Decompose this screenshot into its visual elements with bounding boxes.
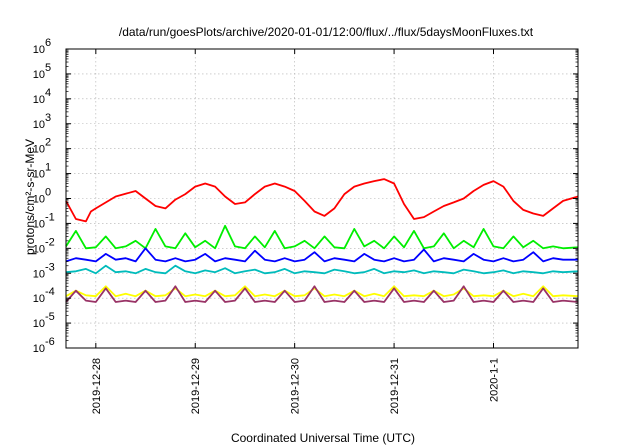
y-tick-exponent: 5 xyxy=(45,62,51,74)
y-tick-label: 10 xyxy=(33,318,45,330)
x-tick-label: 2020-1-1 xyxy=(488,358,500,402)
y-tick-exponent: 4 xyxy=(45,87,51,99)
axis-ticks: 10-610-510-410-310-210-11001011021031041… xyxy=(33,37,578,414)
y-tick-exponent: -1 xyxy=(45,211,55,223)
grid-lines xyxy=(66,49,578,348)
y-tick-label: 10 xyxy=(33,44,45,56)
series-line-3 xyxy=(65,247,578,263)
y-tick-exponent: -5 xyxy=(45,311,55,323)
chart-title: /data/run/goesPlots/archive/2020-01-01/1… xyxy=(119,25,534,39)
x-tick-label: 2019-12-29 xyxy=(190,358,202,414)
y-axis-label: protons/cm²-s-sr-MeV xyxy=(23,139,37,255)
x-axis-label: Coordinated Universal Time (UTC) xyxy=(231,431,415,445)
series-line-0 xyxy=(65,178,579,223)
y-tick-exponent: 6 xyxy=(45,37,51,49)
y-tick-label: 10 xyxy=(33,343,45,355)
y-tick-label: 10 xyxy=(33,218,45,230)
series-line-2 xyxy=(65,264,579,275)
y-tick-label: 10 xyxy=(33,169,45,181)
y-tick-label: 10 xyxy=(33,144,45,156)
y-tick-exponent: -6 xyxy=(45,336,55,348)
y-tick-label: 10 xyxy=(33,69,45,81)
series-layer xyxy=(65,178,579,303)
series-line-1 xyxy=(65,224,579,250)
y-tick-exponent: 0 xyxy=(45,187,51,199)
y-tick-exponent: 3 xyxy=(45,112,51,124)
y-tick-exponent: -2 xyxy=(45,236,55,248)
y-tick-exponent: -4 xyxy=(45,286,55,298)
y-tick-exponent: -3 xyxy=(45,261,55,273)
series-line-5 xyxy=(65,285,579,303)
y-tick-label: 10 xyxy=(33,243,45,255)
x-tick-label: 2019-12-31 xyxy=(389,358,401,414)
x-tick-label: 2019-12-28 xyxy=(91,358,103,414)
y-tick-label: 10 xyxy=(33,293,45,305)
series-line-4 xyxy=(65,285,579,298)
y-tick-exponent: 1 xyxy=(45,162,51,174)
y-tick-label: 10 xyxy=(33,268,45,280)
y-tick-label: 10 xyxy=(33,119,45,131)
y-tick-label: 10 xyxy=(33,194,45,206)
y-tick-exponent: 2 xyxy=(45,137,51,149)
y-tick-label: 10 xyxy=(33,94,45,106)
x-tick-label: 2019-12-30 xyxy=(290,358,302,414)
